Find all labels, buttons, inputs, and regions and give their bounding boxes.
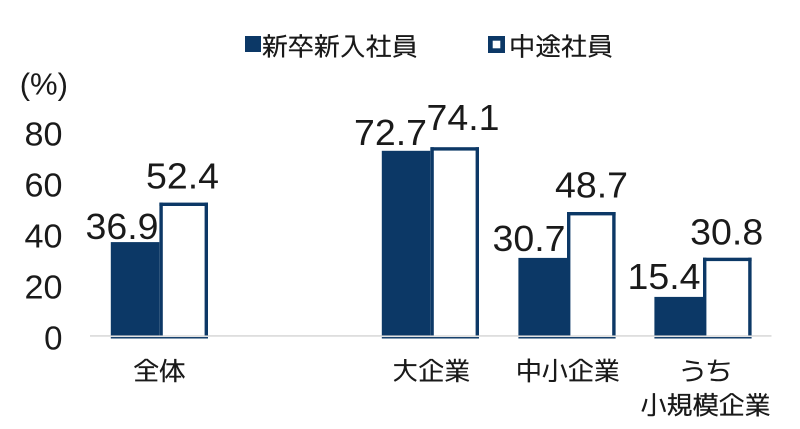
svg-text:60: 60	[25, 167, 63, 204]
svg-text:36.9: 36.9	[86, 206, 159, 247]
svg-text:40: 40	[25, 218, 63, 255]
svg-text:20: 20	[25, 269, 63, 306]
svg-text:48.7: 48.7	[555, 165, 628, 206]
svg-text:30.8: 30.8	[690, 212, 763, 253]
svg-text:74.1: 74.1	[427, 97, 500, 138]
svg-text:0: 0	[44, 320, 62, 357]
svg-text:(%): (%)	[20, 67, 68, 102]
svg-text:52.4: 52.4	[146, 156, 219, 197]
svg-text:80: 80	[25, 116, 63, 153]
svg-text:30.7: 30.7	[493, 218, 566, 259]
svg-text:72.7: 72.7	[354, 112, 427, 153]
svg-text:15.4: 15.4	[628, 256, 701, 297]
